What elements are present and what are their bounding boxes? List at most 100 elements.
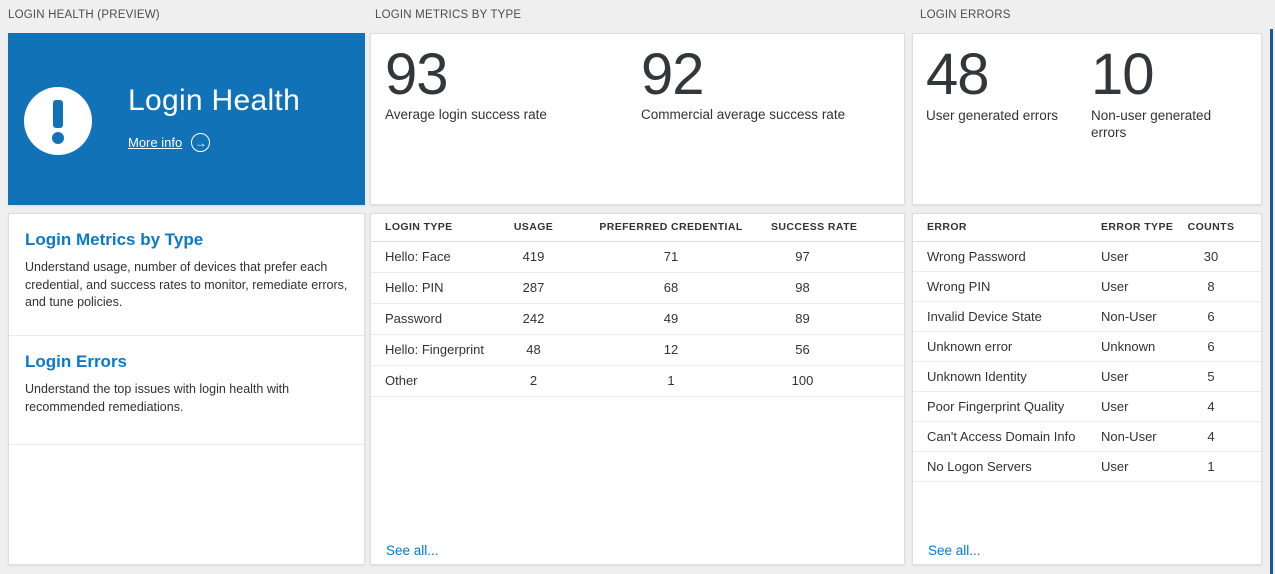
table-cell: 49 [571, 303, 771, 335]
arrow-right-circle-icon: → [191, 133, 211, 152]
table-cell: 30 [1173, 241, 1261, 272]
table-cell: 100 [771, 365, 904, 397]
table-cell: 8 [1173, 271, 1261, 302]
stat-value: 10 [1091, 42, 1155, 107]
login-metrics-table-card: LOGIN TYPE USAGE PREFERRED CREDENTIAL SUCCE… [370, 213, 905, 565]
table-cell: 4 [1173, 421, 1261, 452]
table-cell: User [1087, 451, 1173, 482]
stat-average-login-success-rate: 93 Average login success rate [385, 42, 547, 123]
table-row: Invalid Device State Non-User 6 [913, 301, 1261, 332]
table-cell: 242 [496, 303, 571, 335]
stat-commercial-average-success-rate: 92 Commercial average success rate [641, 42, 846, 123]
column-header: ERROR [913, 214, 1087, 242]
stat-label: Commercial average success rate [641, 107, 846, 122]
table-cell: 1 [1173, 451, 1261, 482]
table-cell: Non-User [1087, 301, 1173, 332]
table-cell: User [1087, 361, 1173, 392]
see-all-link[interactable]: See all... [928, 543, 981, 558]
table-cell: Password [371, 303, 496, 335]
table-row: Wrong PIN User 8 [913, 271, 1261, 302]
table-cell: 6 [1173, 331, 1261, 362]
column-header: USAGE [496, 214, 571, 242]
table-cell: 2 [496, 365, 571, 397]
login-health-tile[interactable]: Login Health More info → [8, 33, 365, 205]
table-cell: Hello: PIN [371, 272, 496, 304]
table-cell: Wrong PIN [913, 271, 1087, 302]
table-row: No Logon Servers User 1 [913, 451, 1261, 482]
column-header: COUNTS [1173, 214, 1261, 242]
table-cell: 5 [1173, 361, 1261, 392]
table-cell: 6 [1173, 301, 1261, 332]
table-cell: 12 [571, 334, 771, 366]
table-cell: 1 [571, 365, 771, 397]
stat-non-user-generated-errors: 10 Non-user generated errors [1091, 42, 1241, 141]
see-all-link[interactable]: See all... [386, 543, 439, 558]
table-cell: Other [371, 365, 496, 397]
alert-exclamation-icon [24, 87, 92, 155]
table-cell: User [1087, 241, 1173, 272]
table-row: Poor Fingerprint Quality User 4 [913, 391, 1261, 422]
login-errors-section: Login Errors Understand the top issues w… [9, 336, 364, 445]
stat-label: User generated errors [926, 108, 1059, 123]
table-cell: Unknown Identity [913, 361, 1087, 392]
column-header: ERROR TYPE [1087, 214, 1173, 242]
table-row: Password 242 49 89 [371, 303, 904, 335]
table-cell: No Logon Servers [913, 451, 1087, 482]
table-row: Hello: Fingerprint 48 12 56 [371, 334, 904, 366]
table-cell: Unknown [1087, 331, 1173, 362]
table-cell: 419 [496, 241, 571, 273]
table-row: Wrong Password User 30 [913, 241, 1261, 272]
table-header-row: ERROR ERROR TYPE COUNTS [913, 214, 1261, 242]
login-errors-stats-card: 48 User generated errors 10 Non-user gen… [912, 33, 1262, 205]
login-metrics-section-title[interactable]: Login Metrics by Type [25, 230, 204, 249]
more-info-label: More info [128, 135, 183, 150]
login-errors-section-description: Understand the top issues with login hea… [25, 382, 290, 414]
table-row: Unknown Identity User 5 [913, 361, 1261, 392]
stat-label: Average login success rate [385, 107, 547, 122]
table-cell: 287 [496, 272, 571, 304]
table-cell: Wrong Password [913, 241, 1087, 272]
section-header-login-health: LOGIN HEALTH (PREVIEW) [8, 9, 160, 21]
stat-value: 92 [641, 42, 705, 107]
tile-title: Login Health [128, 84, 301, 117]
table-row: Unknown error Unknown 6 [913, 331, 1261, 362]
stat-label: Non-user generated errors [1091, 108, 1212, 140]
table-cell: 56 [771, 334, 904, 366]
login-metrics-table: LOGIN TYPE USAGE PREFERRED CREDENTIAL SUCCE… [371, 214, 904, 397]
login-health-description-card: Login Metrics by Type Understand usage, … [8, 213, 365, 565]
login-metrics-stats-card: 93 Average login success rate 92 Commerc… [370, 33, 905, 205]
column-header: SUCCESS RATE [771, 214, 904, 242]
adjacent-tile-edge [1270, 29, 1273, 574]
table-row: Other 2 1 100 [371, 365, 904, 397]
table-cell: Can't Access Domain Info [913, 421, 1087, 452]
stat-value: 93 [385, 42, 449, 107]
table-row: Can't Access Domain Info Non-User 4 [913, 421, 1261, 452]
section-header-login-errors: LOGIN ERRORS [920, 9, 1011, 21]
column-header: PREFERRED CREDENTIAL [571, 214, 771, 242]
table-cell: 4 [1173, 391, 1261, 422]
login-metrics-section-description: Understand usage, number of devices that… [25, 260, 348, 309]
table-cell: 97 [771, 241, 904, 273]
login-metrics-section: Login Metrics by Type Understand usage, … [9, 214, 364, 336]
table-cell: 89 [771, 303, 904, 335]
table-cell: Invalid Device State [913, 301, 1087, 332]
table-cell: 48 [496, 334, 571, 366]
table-cell: Poor Fingerprint Quality [913, 391, 1087, 422]
column-header: LOGIN TYPE [371, 214, 496, 242]
table-cell: Hello: Face [371, 241, 496, 273]
table-cell: User [1087, 271, 1173, 302]
table-cell: 68 [571, 272, 771, 304]
table-header-row: LOGIN TYPE USAGE PREFERRED CREDENTIAL SUCCE… [371, 214, 904, 242]
table-cell: User [1087, 391, 1173, 422]
login-errors-table-card: ERROR ERROR TYPE COUNTS Wrong Password User 3… [912, 213, 1262, 565]
login-errors-section-title[interactable]: Login Errors [25, 352, 128, 371]
stat-value: 48 [926, 42, 990, 107]
more-info-link[interactable]: More info → [128, 133, 211, 152]
table-row: Hello: Face 419 71 97 [371, 241, 904, 273]
table-cell: Unknown error [913, 331, 1087, 362]
login-errors-table: ERROR ERROR TYPE COUNTS Wrong Password User 3… [913, 214, 1261, 482]
table-cell: 98 [771, 272, 904, 304]
table-cell: Non-User [1087, 421, 1173, 452]
table-row: Hello: PIN 287 68 98 [371, 272, 904, 304]
